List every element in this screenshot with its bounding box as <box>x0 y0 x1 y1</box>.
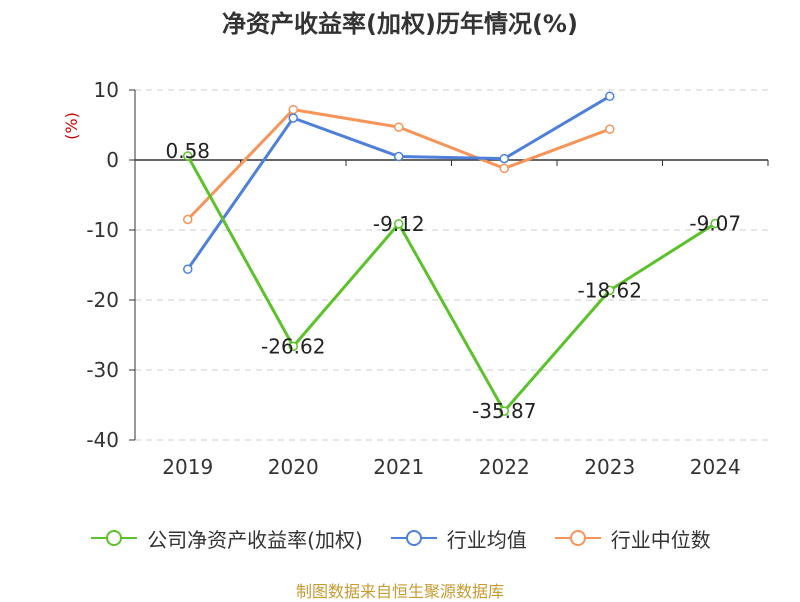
data-point <box>605 124 615 134</box>
y-tick-label: 10 <box>94 78 119 102</box>
legend-label-company: 公司净资产收益率(加权) <box>147 527 363 552</box>
data-point <box>288 113 298 123</box>
legend-line-circle-icon <box>390 530 437 546</box>
y-axis-label: (%) <box>62 112 81 140</box>
x-tick-label: 2024 <box>690 455 741 479</box>
data-labels: 0.58 -26.62 -9.12 -35.87 -18.62 -9.07 <box>165 139 741 423</box>
data-point <box>288 104 298 115</box>
series-layer <box>183 91 720 416</box>
data-label: -18.62 <box>578 278 642 302</box>
y-tick-label: -30 <box>86 358 119 382</box>
series-line <box>186 155 717 413</box>
y-tick-label: -40 <box>86 428 119 452</box>
data-label: 0.58 <box>165 139 210 163</box>
data-point <box>394 151 404 162</box>
y-tick-label: -20 <box>86 288 119 312</box>
y-tick-label: 0 <box>106 148 119 172</box>
data-label: -35.87 <box>472 399 536 423</box>
data-point <box>605 91 615 102</box>
x-tick-label: 2023 <box>584 455 635 479</box>
legend-item-industry-mean[interactable]: 行业均值 <box>389 524 527 553</box>
legend-line-circle-icon <box>91 530 138 546</box>
x-tick-label: 2019 <box>162 455 213 479</box>
legend-line-circle-icon <box>554 530 601 546</box>
series-line <box>186 95 611 271</box>
x-tick-label: 2020 <box>268 455 319 479</box>
x-tick-label: 2022 <box>479 455 530 479</box>
data-point <box>183 214 193 225</box>
legend-item-company[interactable]: 公司净资产收益率(加权) <box>89 524 363 553</box>
legend-item-industry-median[interactable]: 行业中位数 <box>553 524 711 553</box>
chart-title: 净资产收益率(加权)历年情况(%) <box>222 10 578 38</box>
data-point <box>499 163 509 174</box>
data-point <box>394 122 404 132</box>
legend-label-industry-mean: 行业均值 <box>446 527 527 552</box>
source-note: 制图数据来自恒生聚源数据库 <box>295 582 504 601</box>
line-chart: (%) 10 0 -10 -20 -30 -40 2019 2020 2021 2022 2023 2… <box>62 78 769 479</box>
legend-label-industry-median: 行业中位数 <box>610 527 711 552</box>
data-point <box>183 264 193 274</box>
data-point <box>605 285 615 296</box>
data-label: -9.07 <box>689 211 741 235</box>
data-label: -26.62 <box>261 334 325 358</box>
y-tick-label: -10 <box>86 218 119 242</box>
data-point <box>183 151 193 161</box>
data-point <box>394 219 404 229</box>
data-point <box>710 218 720 229</box>
data-label: -9.12 <box>373 212 425 236</box>
x-tick-label: 2021 <box>373 455 424 479</box>
legend: 公司净资产收益率(加权) 行业均值 行业中位数 <box>0 520 800 556</box>
grid-lines <box>135 89 768 441</box>
data-point <box>499 153 509 164</box>
axes: 10 0 -10 -20 -30 -40 2019 2020 2021 2022 2023 2024 <box>86 78 769 479</box>
data-point <box>499 406 509 416</box>
data-point <box>288 341 298 352</box>
